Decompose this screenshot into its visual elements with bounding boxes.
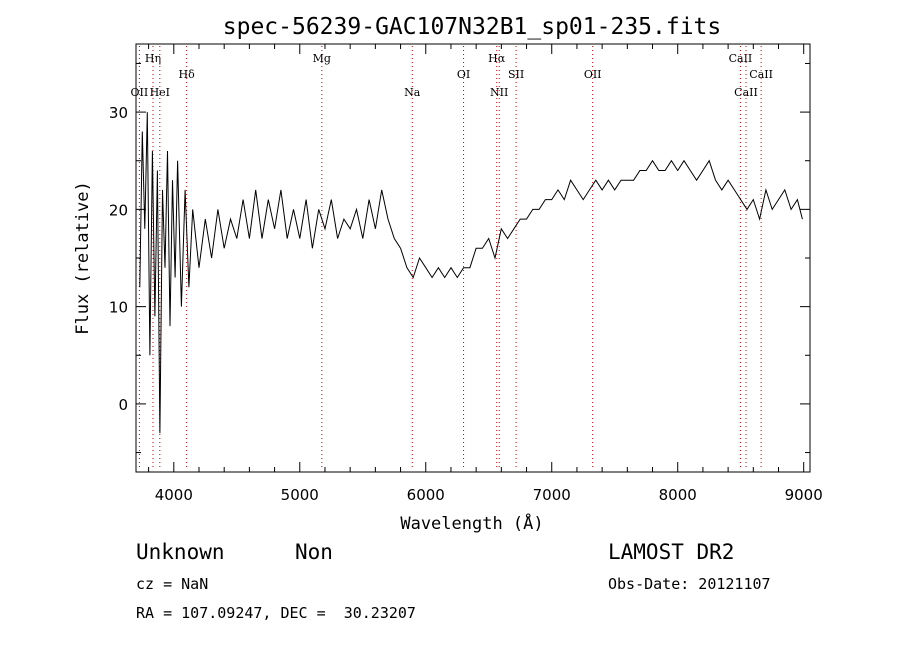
x-tick-label: 9000 <box>785 486 823 504</box>
marker-label-7: Hα <box>488 52 506 65</box>
survey-label: LAMOST DR2 <box>608 540 735 564</box>
chart-title: spec-56239-GAC107N32B1_sp01-235.fits <box>223 14 722 40</box>
y-tick-label: 20 <box>109 201 128 219</box>
marker-label-0: Hη <box>145 52 161 65</box>
coordinates-label: RA = 107.09247, DEC = 30.23207 <box>136 604 416 622</box>
classification-label: Unknown <box>136 540 225 564</box>
x-axis-label: Wavelength (Å) <box>400 512 543 534</box>
y-tick-label: 30 <box>109 104 128 122</box>
subclass-label: Non <box>295 540 333 564</box>
y-tick-label: 0 <box>118 396 128 414</box>
redshift-label: cz = NaN <box>136 575 209 593</box>
x-axis: 4000 5000 6000 7000 8000 9000 <box>148 44 823 504</box>
y-axis-label: Flux (relative) <box>73 181 93 335</box>
x-tick-label: 5000 <box>281 486 319 504</box>
marker-label-8: NII <box>490 86 508 99</box>
marker-label-2: HeI <box>150 86 170 99</box>
y-tick-label: 10 <box>109 299 128 317</box>
spectrum-line <box>139 112 803 434</box>
marker-label-10: OII <box>584 68 602 81</box>
x-tick-label: 6000 <box>407 486 445 504</box>
marker-label-4: Mg <box>313 52 331 65</box>
marker-label-11: CaII <box>729 52 753 65</box>
marker-label-3: Hδ <box>179 68 196 81</box>
marker-label-5: Na <box>404 86 421 99</box>
marker-label-1: OII <box>131 86 149 99</box>
x-tick-label: 4000 <box>155 486 193 504</box>
obs-date-label: Obs-Date: 20121107 <box>608 575 771 593</box>
marker-label-6: OI <box>457 68 470 81</box>
marker-label-12: CaII <box>734 86 758 99</box>
y-axis: 0 10 20 30 <box>109 62 810 454</box>
x-tick-label: 7000 <box>533 486 571 504</box>
marker-label-13: CaII <box>749 68 773 81</box>
x-tick-label: 8000 <box>659 486 697 504</box>
marker-label-9: SII <box>508 68 524 81</box>
